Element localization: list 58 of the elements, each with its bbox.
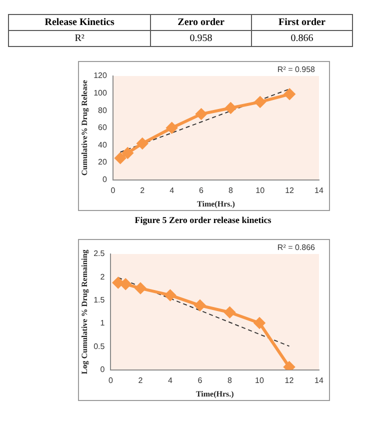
text: 0.866 (251, 30, 352, 46)
y-tick-label: 40 (98, 140, 108, 150)
x-tick-label: 6 (198, 376, 203, 385)
y-tick-label: 2.5 (94, 249, 106, 258)
y-tick-label: 0 (100, 365, 106, 374)
text: R² = 0.958 (277, 65, 316, 74)
y-tick-label: 120 (94, 71, 108, 80)
point (254, 96, 266, 108)
y-tick-label: 1.5 (94, 296, 106, 305)
point (122, 147, 134, 158)
y-axis-title: Log Cumulative % Drug Remaining (80, 250, 89, 374)
point (284, 362, 295, 370)
x-tick-label: 4 (170, 186, 175, 195)
x-tick-label: 4 (168, 376, 174, 385)
point (166, 122, 178, 134)
x-tick-label: 2 (140, 186, 146, 195)
point (134, 282, 146, 294)
x-tick-label: 10 (255, 376, 264, 385)
category-label: First order (251, 14, 352, 30)
point (224, 306, 236, 318)
point (120, 278, 132, 290)
point (164, 290, 176, 301)
x-tick-label: 8 (228, 376, 233, 385)
category-label: Zero order (150, 14, 252, 30)
x-tick-label: 6 (199, 186, 204, 195)
y-tick-label: 0 (102, 175, 108, 184)
x-tick-label: 10 (256, 186, 266, 195)
x-tick-label: 0 (110, 186, 116, 195)
x-tick-label: 2 (138, 376, 144, 385)
y-tick-label: 2 (100, 272, 106, 282)
point (194, 300, 206, 311)
point (225, 102, 236, 114)
y-tick-label: 20 (98, 158, 108, 167)
x-tick-label: 8 (228, 186, 234, 195)
y-tick-label: 1 (100, 318, 106, 328)
x-tick-label: 12 (285, 186, 295, 195)
y-tick-label: 60 (98, 123, 108, 132)
text: Figure 5 Zero order release kinetics (134, 215, 272, 225)
x-tick-label: 14 (314, 186, 324, 195)
point (284, 88, 296, 100)
x-axis-title: Time(Hrs.) (197, 199, 236, 208)
x-tick-label: 14 (314, 376, 324, 385)
text: R² (8, 30, 151, 46)
y-tick-label: 80 (98, 106, 108, 115)
point (196, 108, 207, 120)
point (136, 138, 148, 149)
point (114, 152, 126, 164)
text: R² = 0.866 (277, 243, 316, 252)
point (112, 277, 124, 288)
category-label: Release Kinetics (8, 14, 151, 30)
x-tick-label: 12 (284, 376, 294, 385)
y-tick-label: 100 (94, 88, 108, 98)
y-tick-label: 0.5 (94, 342, 106, 351)
text: 0.958 (150, 30, 252, 46)
y-axis-title: Cumulative% Drug Release (80, 80, 89, 176)
x-tick-label: 0 (108, 376, 114, 385)
x-axis-title: Time(Hrs.) (196, 389, 234, 398)
point (254, 318, 265, 329)
